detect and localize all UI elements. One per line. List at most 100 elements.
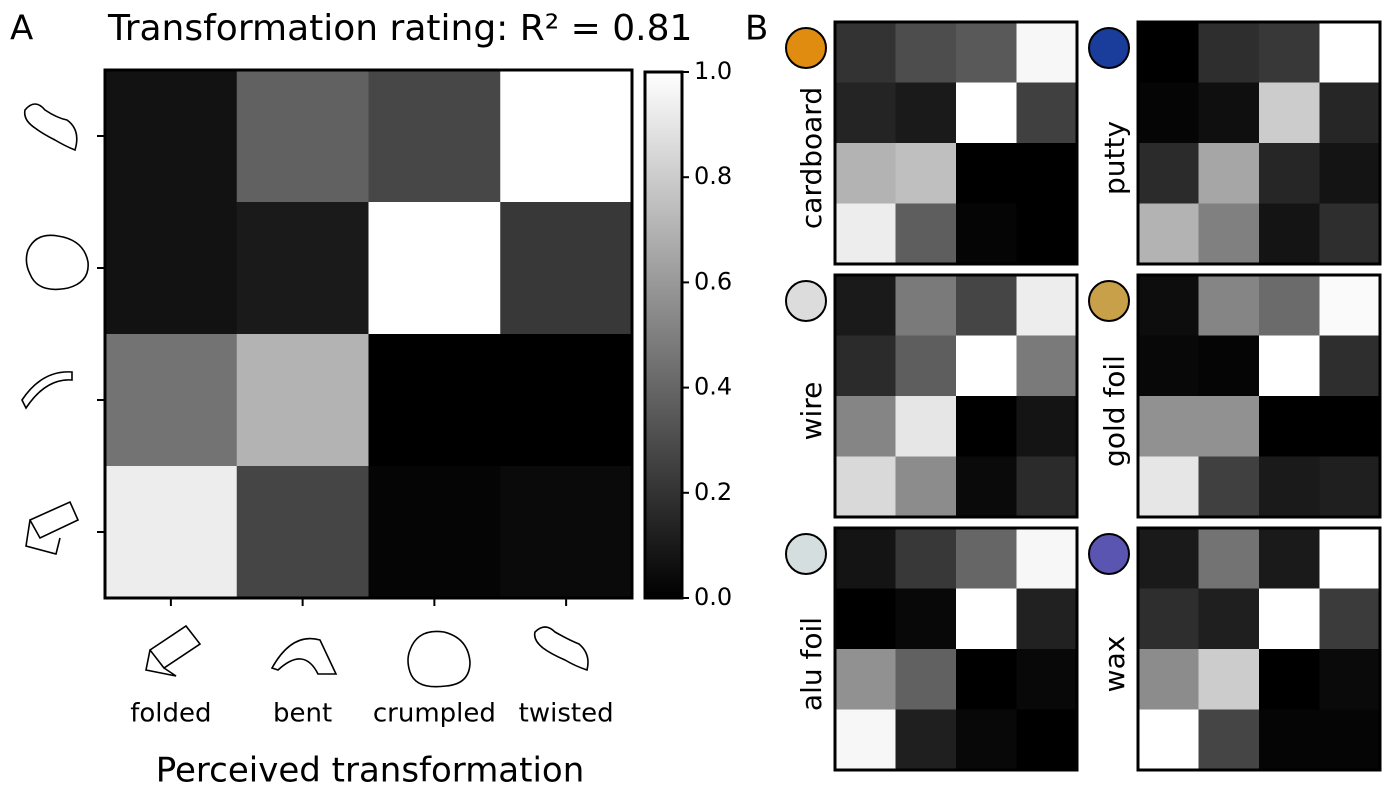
- heatmap-cell: [835, 22, 896, 83]
- heatmap-title: cardboard: [795, 87, 828, 229]
- heatmap-title: gold foil: [1098, 355, 1131, 467]
- colorbar-tick-label: 0.2: [694, 478, 732, 506]
- heatmap-cell: [835, 649, 896, 710]
- heatmap-cell: [500, 202, 632, 335]
- heatmap-cell: [835, 396, 896, 457]
- heatmap-cell: [956, 83, 1017, 144]
- heatmap-cell: [835, 710, 896, 771]
- heatmap-cell: [1199, 143, 1260, 204]
- heatmap-cell: [1259, 275, 1320, 336]
- heatmap-cell: [896, 204, 957, 265]
- heatmap-cell: [835, 275, 896, 336]
- heatmap-cell: [956, 589, 1017, 650]
- heatmap-cell: [1320, 143, 1381, 204]
- heatmap-cell: [1017, 83, 1078, 144]
- heatmap-cell: [1017, 589, 1078, 650]
- heatmap-cell: [1199, 649, 1260, 710]
- heatmap-cell: [1199, 22, 1260, 83]
- row-icons: [22, 104, 88, 554]
- heatmap-cell: [896, 336, 957, 397]
- heatmap-cell: [896, 589, 957, 650]
- heatmap-cell: [896, 457, 957, 518]
- heatmap-cell: [237, 202, 369, 335]
- heatmap-title: alu foil: [795, 617, 828, 711]
- heatmap-cell: [835, 204, 896, 265]
- colorbar-tick-label: 0.0: [694, 583, 732, 611]
- heatmap-cell: [1017, 710, 1078, 771]
- heatmap-cell: [1259, 143, 1320, 204]
- column-icons: [146, 626, 588, 687]
- heatmap-cell: [1259, 336, 1320, 397]
- heatmap-cell: [1320, 589, 1381, 650]
- heatmap-cell: [1138, 457, 1199, 518]
- heatmap-cell: [1259, 528, 1320, 589]
- heatmap-cell: [1138, 143, 1199, 204]
- heatmap-title: putty: [1098, 121, 1131, 195]
- heatmap-cell: [1138, 710, 1199, 771]
- heatmap-cell: [1017, 275, 1078, 336]
- heatmap-cell: [1259, 22, 1320, 83]
- heatmap-cell: [1199, 710, 1260, 771]
- heatmap-cell: [1138, 528, 1199, 589]
- colorbar: [645, 72, 682, 598]
- heatmap-cell: [1259, 710, 1320, 771]
- heatmap-cell: [369, 334, 501, 467]
- heatmap-title: wire: [795, 382, 828, 441]
- heatmap-cell: [369, 466, 501, 599]
- panel-label: A: [10, 9, 33, 49]
- x-tick-label: folded: [130, 699, 211, 729]
- heatmap-cell: [956, 457, 1017, 518]
- heatmap-cell: [1320, 710, 1381, 771]
- heatmap-cell: [896, 710, 957, 771]
- panel-label: B: [745, 9, 768, 49]
- heatmap-cell: [835, 143, 896, 204]
- heatmap-cell: [956, 143, 1017, 204]
- heatmap-cell: [1320, 336, 1381, 397]
- heatmap-cell: [1138, 83, 1199, 144]
- heatmap-cell: [1259, 649, 1320, 710]
- heatmap-cell: [896, 275, 957, 336]
- heatmap-cell: [835, 589, 896, 650]
- heatmap-cell: [1320, 528, 1381, 589]
- material-swatch: [1089, 28, 1129, 68]
- heatmap-cell: [896, 83, 957, 144]
- heatmap-cell: [1017, 649, 1078, 710]
- heatmap-cell: [956, 649, 1017, 710]
- heatmap-cell: [835, 528, 896, 589]
- heatmap-cell: [1138, 275, 1199, 336]
- heatmap-cell: [369, 70, 501, 203]
- material-swatch: [786, 534, 826, 574]
- x-tick-label: twisted: [519, 699, 614, 729]
- colorbar-tick-label: 0.8: [694, 162, 732, 190]
- heatmap-cell: [1320, 649, 1381, 710]
- heatmap-cell: [105, 466, 237, 599]
- heatmap-cell: [1199, 589, 1260, 650]
- material-swatch: [1089, 281, 1129, 321]
- heatmap-cell: [1017, 528, 1078, 589]
- heatmap-cell: [835, 457, 896, 518]
- heatmap-cell: [1259, 396, 1320, 457]
- heatmap-cell: [500, 70, 632, 203]
- heatmap-cell: [956, 22, 1017, 83]
- heatmap-cell: [105, 202, 237, 335]
- heatmap-cell: [1017, 204, 1078, 265]
- x-axis-label: Perceived transformation: [156, 751, 585, 789]
- heatmap-cell: [956, 204, 1017, 265]
- heatmap-cell: [105, 70, 237, 203]
- colorbar-tick-label: 1.0: [694, 57, 732, 85]
- colorbar-tick-label: 0.6: [694, 267, 732, 295]
- heatmap-cell: [1138, 589, 1199, 650]
- heatmap-cell: [1017, 22, 1078, 83]
- heatmap-cell: [1017, 336, 1078, 397]
- heatmap-cell: [896, 143, 957, 204]
- heatmap-cell: [237, 70, 369, 203]
- heatmap-cell: [237, 334, 369, 467]
- heatmap-cell: [500, 334, 632, 467]
- heatmap-cell: [1017, 143, 1078, 204]
- heatmap-cell: [1320, 396, 1381, 457]
- heatmap-cell: [1199, 396, 1260, 457]
- heatmap-cell: [956, 528, 1017, 589]
- chart-title: Transformation rating: R² = 0.81: [107, 8, 692, 49]
- heatmap-cell: [1320, 83, 1381, 144]
- heatmap-title: wax: [1098, 636, 1131, 693]
